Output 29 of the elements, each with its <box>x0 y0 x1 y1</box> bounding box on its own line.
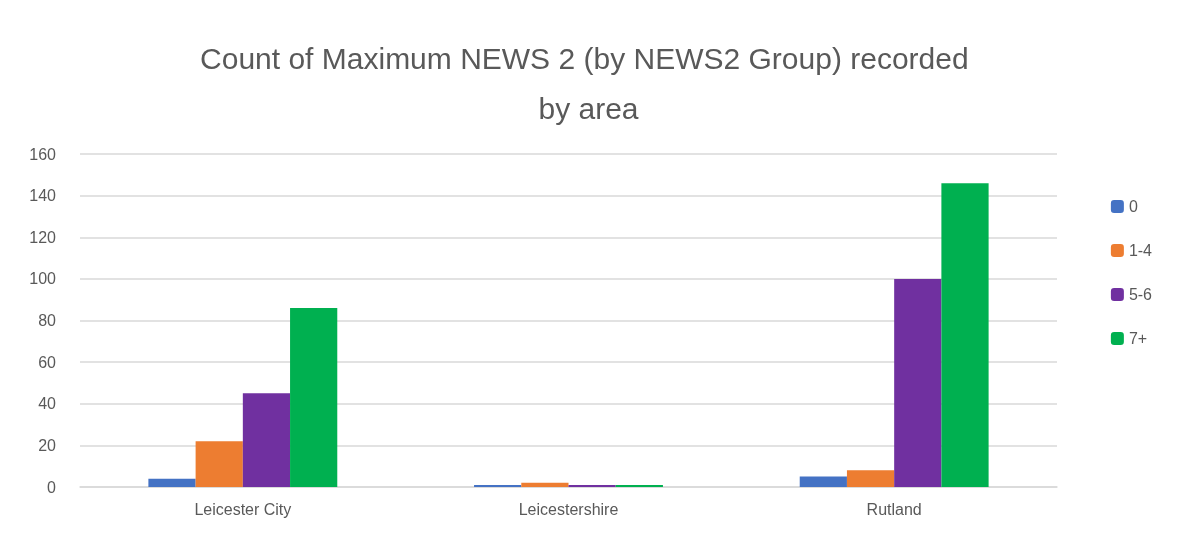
y-tick-label: 160 <box>29 145 57 163</box>
x-tick-label: Leicestershire <box>518 500 619 518</box>
bar <box>568 484 616 487</box>
bar <box>474 484 522 487</box>
legend-label: 5-6 <box>1128 286 1153 303</box>
bar <box>290 308 338 487</box>
bar <box>894 278 942 487</box>
legend-label: 0 <box>1128 198 1138 215</box>
bar <box>148 478 196 487</box>
bar <box>799 476 847 487</box>
bar <box>846 470 895 487</box>
legend-label: 7+ <box>1128 330 1148 347</box>
y-tick-label: 60 <box>38 353 57 371</box>
bar <box>242 393 291 487</box>
bar <box>615 484 663 487</box>
x-tick-label: Rutland <box>866 500 922 518</box>
y-tick-label: 140 <box>29 187 57 205</box>
y-tick-label: 40 <box>38 395 57 413</box>
y-tick-label: 100 <box>29 270 57 288</box>
bar <box>195 441 243 487</box>
x-tick-label: Leicester City <box>194 500 292 518</box>
y-tick-label: 0 <box>47 478 57 496</box>
bar <box>941 183 989 487</box>
chart-title: Count of Maximum NEWS 2 (by NEWS2 Group) recorded by area <box>200 41 977 125</box>
y-tick-label: 120 <box>29 228 57 246</box>
bar <box>521 482 569 487</box>
y-tick-label: 20 <box>38 436 57 454</box>
y-tick-label: 80 <box>38 312 57 329</box>
legend-label: 1-4 <box>1128 242 1153 259</box>
